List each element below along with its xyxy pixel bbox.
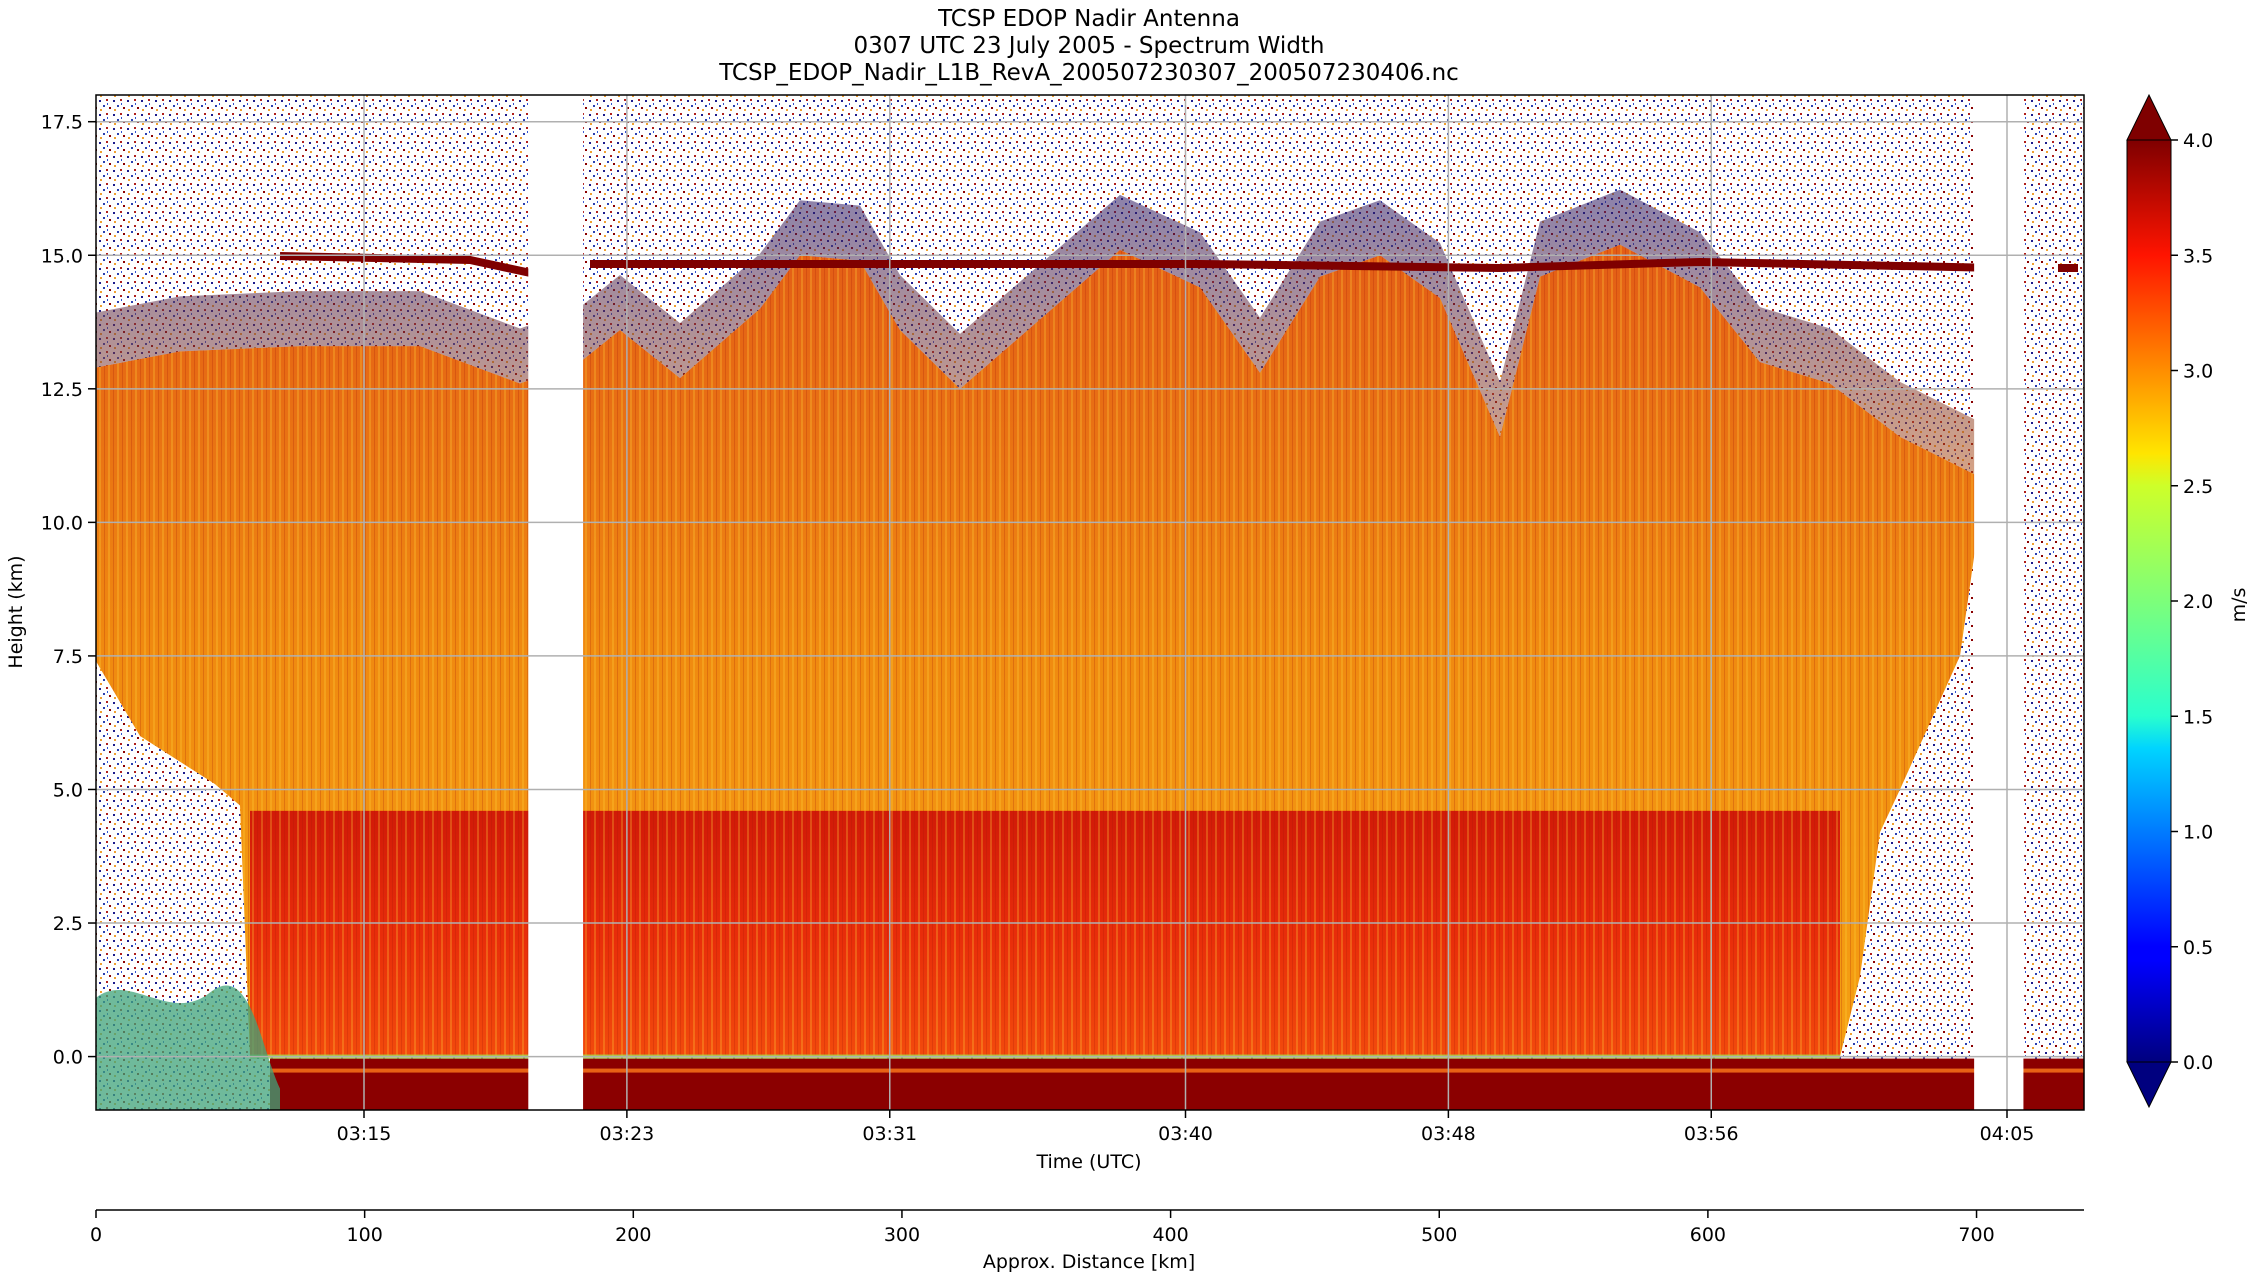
y-tick-label: 17.5 <box>41 112 83 134</box>
distance-tick-label: 300 <box>884 1224 920 1246</box>
tropopause-line <box>279 251 2078 278</box>
x-tick-label: 03:40 <box>1158 1123 1213 1145</box>
colorbar: 0.0 0.5 1.0 1.5 2.0 2.5 3.0 3.5 4.0 <box>2126 93 2213 1109</box>
colorbar-tick-label: 1.5 <box>2183 706 2213 728</box>
title-line-2: 0307 UTC 23 July 2005 - Spectrum Width <box>853 33 1324 59</box>
distance-axis-label: Approx. Distance [km] <box>983 1251 1195 1273</box>
y-axis: 0.0 2.5 5.0 7.5 10.0 12.5 15.0 17.5 <box>41 112 96 1069</box>
title-line-1: TCSP EDOP Nadir Antenna <box>937 6 1240 32</box>
x-tick-label: 03:15 <box>337 1123 392 1145</box>
data-gap <box>528 95 584 1110</box>
colorbar-extend-max <box>2126 93 2172 141</box>
distance-tick-label: 100 <box>347 1224 383 1246</box>
distance-tick-label: 500 <box>1421 1224 1457 1246</box>
x-axis: 03:15 03:23 03:31 03:40 03:48 03:56 04:05 <box>337 1110 2035 1145</box>
distance-axis: 0 100 200 300 400 500 600 700 <box>90 1209 2084 1246</box>
colorbar-extend-min <box>2126 1061 2172 1109</box>
distance-tick-label: 0 <box>90 1224 102 1246</box>
x-tick-label: 03:48 <box>1421 1123 1476 1145</box>
colorbar-tick-label: 0.0 <box>2183 1052 2213 1074</box>
x-tick-label: 03:56 <box>1684 1123 1739 1145</box>
y-tick-label: 7.5 <box>53 646 83 668</box>
colorbar-tick-label: 0.5 <box>2183 937 2213 959</box>
cloud-top-haze <box>96 189 1985 480</box>
plot-area <box>95 94 2085 1111</box>
distance-tick-label: 700 <box>1958 1224 1994 1246</box>
y-axis-label: Height (km) <box>5 555 27 668</box>
rain-streaks <box>250 810 1840 1057</box>
boundary-layer-feature <box>96 985 280 1110</box>
heatmap-image <box>96 95 2084 1110</box>
x-tick-label: 03:23 <box>599 1123 654 1145</box>
y-tick-label: 12.5 <box>41 379 83 401</box>
plot-frame <box>95 94 2085 1111</box>
chart-title: TCSP EDOP Nadir Antenna 0307 UTC 23 July… <box>718 6 1459 86</box>
colorbar-gradient <box>2126 139 2172 1063</box>
colorbar-tick-label: 3.5 <box>2183 245 2213 267</box>
y-tick-label: 5.0 <box>53 779 83 801</box>
x-axis-label: Time (UTC) <box>1035 1151 1141 1173</box>
colorbar-tick-label: 3.0 <box>2183 361 2213 383</box>
y-tick-label: 2.5 <box>53 913 83 935</box>
data-gap <box>1974 95 2024 1110</box>
x-tick-label: 03:31 <box>862 1123 917 1145</box>
surface-echo-line <box>270 1068 2084 1073</box>
colorbar-tick-label: 1.0 <box>2183 822 2213 844</box>
title-line-3: TCSP_EDOP_Nadir_L1B_RevA_200507230307_20… <box>718 60 1459 86</box>
grid-lines <box>96 95 2084 1110</box>
y-tick-label: 0.0 <box>53 1047 83 1069</box>
y-tick-label: 10.0 <box>41 512 83 534</box>
colorbar-tick-label: 4.0 <box>2183 130 2213 152</box>
colorbar-label: m/s <box>2228 588 2250 623</box>
y-tick-label: 15.0 <box>41 245 83 267</box>
distance-tick-label: 200 <box>615 1224 651 1246</box>
x-tick-label: 04:05 <box>1980 1123 2035 1145</box>
colorbar-tick-label: 2.5 <box>2183 476 2213 498</box>
distance-tick-label: 600 <box>1690 1224 1726 1246</box>
distance-tick-label: 400 <box>1152 1224 1188 1246</box>
colorbar-tick-label: 2.0 <box>2183 591 2213 613</box>
